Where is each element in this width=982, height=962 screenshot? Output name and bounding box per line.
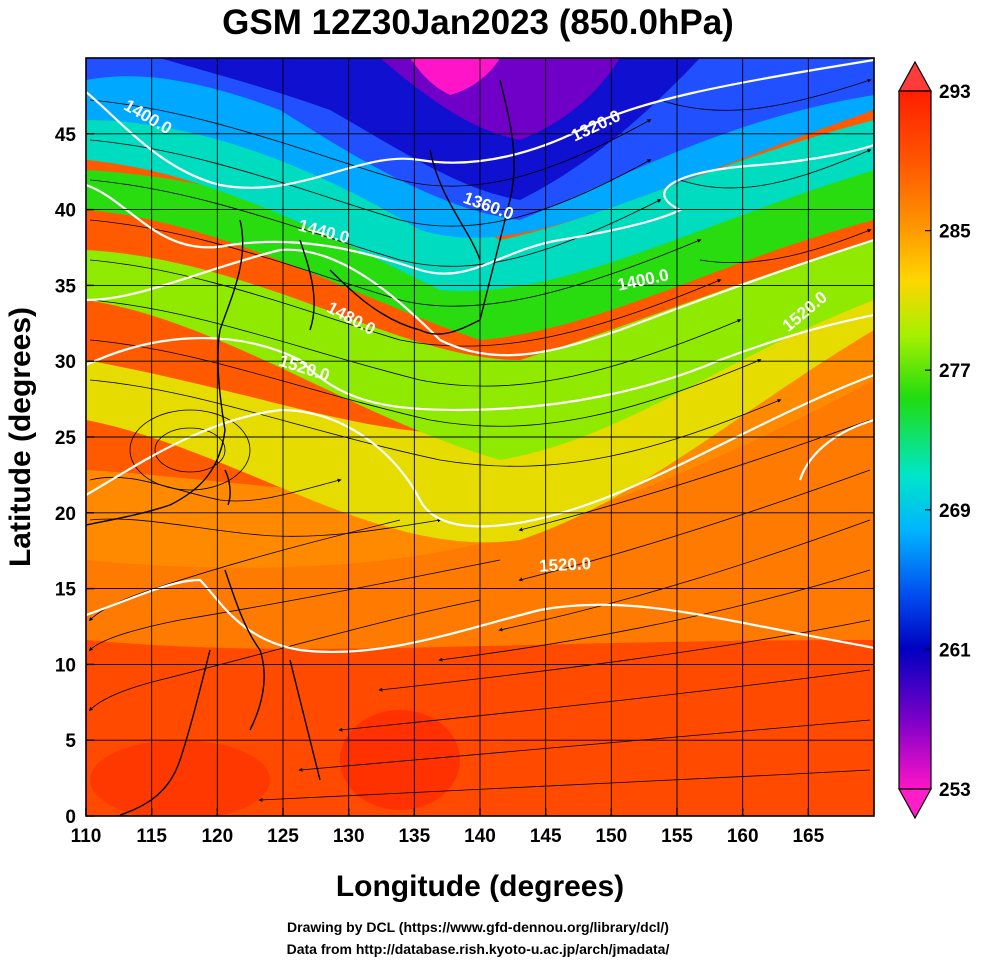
height-contours <box>86 58 874 654</box>
y-tick-label: 40 <box>55 201 76 222</box>
colorbar-lower-triangle <box>897 788 933 820</box>
x-axis-ticks: 110 115 120 125 130 135 140 145 150 155 160 165 <box>71 808 825 847</box>
x-tick-label: 135 <box>398 826 430 847</box>
colorbar-tick-label: 269 <box>939 501 971 522</box>
x-tick-label: 115 <box>136 826 167 847</box>
lat-lon-grid <box>86 58 874 816</box>
y-tick-label: 25 <box>55 428 77 449</box>
y-tick-label: 30 <box>55 352 76 373</box>
y-tick-label: 0 <box>65 807 76 828</box>
colorbar-tick-label: 285 <box>939 222 971 243</box>
x-tick-label: 150 <box>595 826 627 847</box>
contour-label: 1520.0 <box>539 554 592 576</box>
x-tick-label: 120 <box>201 826 233 847</box>
colorbar-tick-label: 253 <box>939 780 971 801</box>
x-tick-label: 165 <box>792 826 824 847</box>
x-tick-label: 110 <box>71 826 102 847</box>
y-tick-label: 20 <box>55 504 76 525</box>
y-tick-label: 10 <box>55 655 76 676</box>
y-tick-label: 35 <box>55 276 77 297</box>
credit-data: Data from http://database.rish.kyoto-u.a… <box>287 941 670 957</box>
colorbar-tick-label: 261 <box>939 640 971 661</box>
y-tick-label: 45 <box>55 125 77 146</box>
wind-streamlines <box>88 78 872 802</box>
y-axis-label: Latitude (degrees) <box>4 307 37 567</box>
colorbar-bar <box>898 90 932 790</box>
colorbar-tick-label: 293 <box>939 82 971 103</box>
x-tick-label: 145 <box>530 826 562 847</box>
colorbar-ticks: 293 285 277 269 261 253 <box>925 82 971 801</box>
colorbar-tick-label: 277 <box>939 361 971 382</box>
y-tick-label: 5 <box>65 731 76 752</box>
credit-drawing: Drawing by DCL (https://www.gfd-dennou.o… <box>287 919 669 935</box>
x-tick-label: 160 <box>727 826 759 847</box>
x-tick-label: 125 <box>267 826 299 847</box>
x-tick-label: 130 <box>333 826 365 847</box>
coastlines <box>86 79 515 816</box>
x-tick-label: 155 <box>661 826 693 847</box>
x-tick-label: 140 <box>464 826 496 847</box>
colorbar: 293 285 277 269 261 253 <box>897 60 971 820</box>
y-tick-label: 15 <box>55 580 77 601</box>
y-axis-ticks: 0 5 10 15 20 25 30 35 40 45 <box>55 125 94 828</box>
map-title: GSM 12Z30Jan2023 (850.0hPa) <box>222 3 734 42</box>
colorbar-upper-triangle <box>897 60 933 92</box>
x-axis-label: Longitude (degrees) <box>336 870 624 903</box>
